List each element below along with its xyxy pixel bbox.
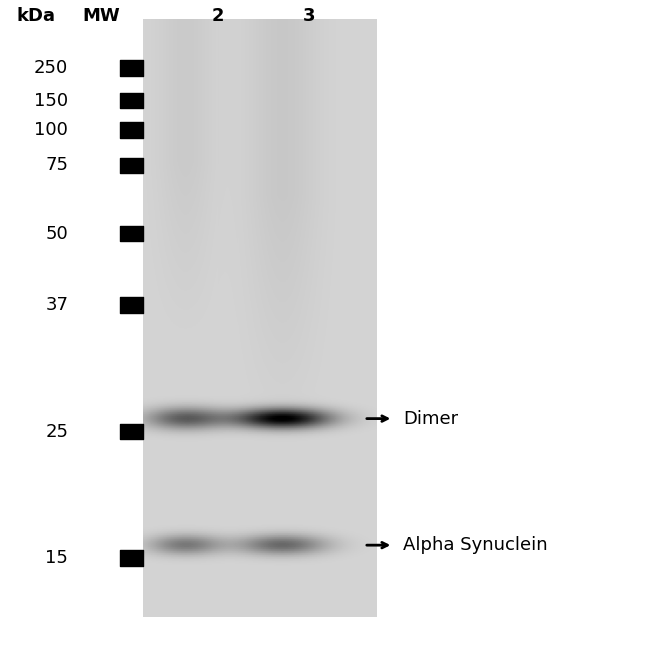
Text: 75: 75	[46, 156, 68, 175]
Text: 3: 3	[302, 7, 315, 25]
Text: MW: MW	[82, 7, 120, 25]
Text: Dimer: Dimer	[403, 410, 458, 428]
Text: 250: 250	[34, 59, 68, 77]
Text: 50: 50	[46, 225, 68, 243]
Text: 25: 25	[46, 422, 68, 441]
Text: 2: 2	[211, 7, 224, 25]
Text: 37: 37	[46, 296, 68, 314]
Text: 100: 100	[34, 121, 68, 139]
Text: 15: 15	[46, 549, 68, 567]
Text: 150: 150	[34, 92, 68, 110]
Text: Alpha Synuclein: Alpha Synuclein	[403, 536, 547, 554]
Text: kDa: kDa	[16, 7, 55, 25]
